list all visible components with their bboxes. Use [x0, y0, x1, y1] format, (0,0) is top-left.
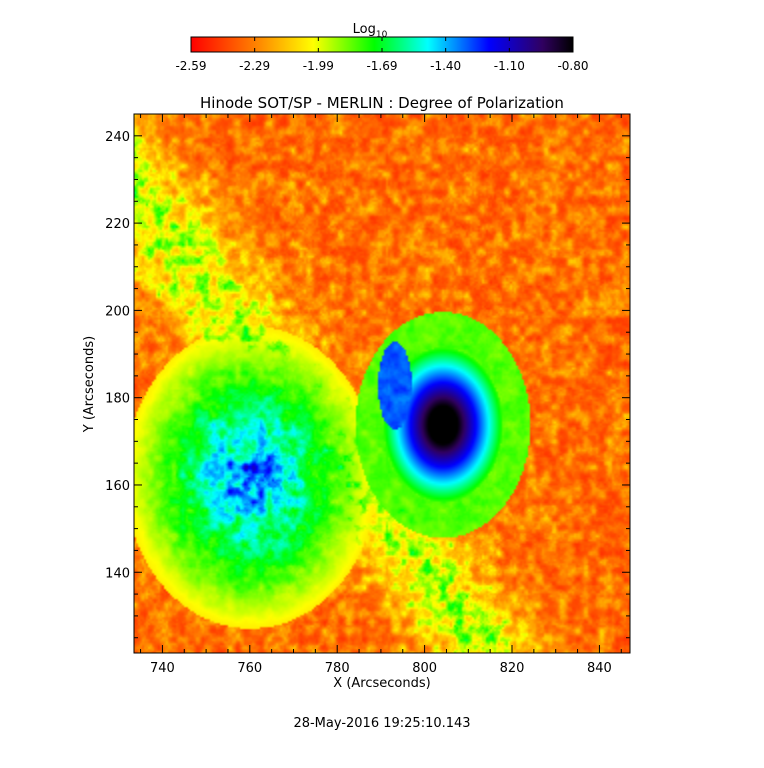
x-tick-label: 760	[237, 661, 262, 676]
colorbar-tick-label: -1.10	[494, 59, 525, 73]
colorbar-tick-label: -1.99	[303, 59, 334, 73]
colorbar-title: Log10	[353, 22, 388, 40]
y-tick-label: 140	[105, 566, 130, 581]
y-tick-label: 220	[105, 217, 130, 232]
y-axis: 140 160 180 200 220 240	[105, 113, 630, 639]
x-tick-label: 800	[412, 661, 437, 676]
colorbar: Log10 -2.59 -2.29 -1.99 -1.69 -1.40 -1.10 -0.8…	[175, 22, 588, 73]
colorbar-tick-label: -0.80	[557, 59, 588, 73]
x-tick-label: 840	[587, 661, 612, 676]
x-axis-label: X (Arcseconds)	[333, 676, 430, 691]
y-axis-label: Y (Arcseconds)	[82, 336, 97, 433]
colorbar-tick-label: -1.69	[366, 59, 397, 73]
colorbar-tick-label: -2.59	[175, 59, 206, 73]
colorbar-tick-label: -2.29	[239, 59, 270, 73]
x-tick-label: 780	[325, 661, 350, 676]
x-tick-label: 740	[150, 661, 175, 676]
heatmap-area	[134, 114, 630, 653]
x-axis: 740 760 780 800 820 840	[140, 114, 622, 676]
heatmap-image	[134, 114, 630, 653]
y-tick-label: 160	[105, 479, 130, 494]
y-tick-label: 180	[105, 392, 130, 407]
y-tick-label: 200	[105, 304, 130, 319]
colorbar-title-subscript: 10	[376, 30, 388, 40]
chart-title: Hinode SOT/SP - MERLIN : Degree of Polar…	[200, 94, 564, 112]
timestamp: 28-May-2016 19:25:10.143	[293, 716, 471, 731]
colorbar-tick-label: -1.40	[430, 59, 461, 73]
x-tick-label: 820	[500, 661, 525, 676]
colorbar-ticks: -2.59 -2.29 -1.99 -1.69 -1.40 -1.10 -0.80	[175, 37, 589, 73]
y-tick-label: 240	[105, 130, 130, 145]
plot-frame	[133, 113, 631, 654]
